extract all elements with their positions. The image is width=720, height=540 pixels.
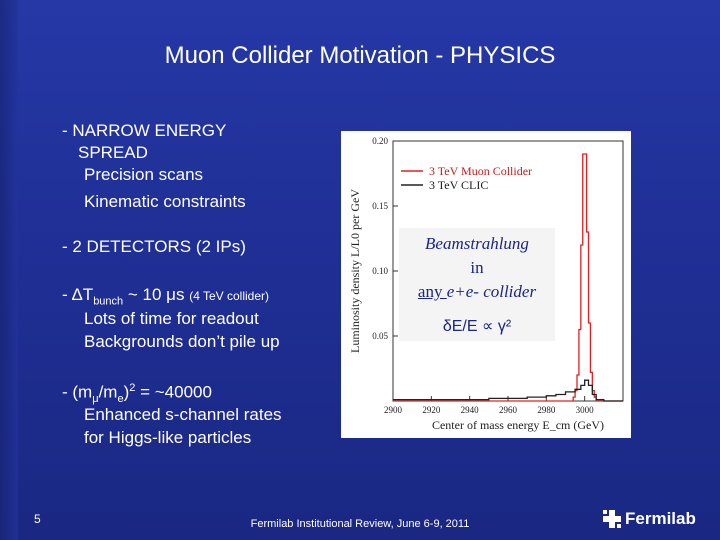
sub-bullet-higgs: for Higgs-like particles — [84, 428, 252, 447]
fermilab-logo-text: Fermilab — [625, 509, 696, 528]
x-tick-label: 2900 — [384, 405, 403, 415]
y-axis-label: Luminosity density L/L0 per GeV — [348, 189, 362, 353]
series-line-1 — [393, 379, 623, 402]
ratio-sub-e: e — [117, 393, 124, 406]
x-tick-label: 2960 — [499, 405, 518, 415]
y-tick-label: 0.15 — [372, 201, 388, 211]
annotation-line2: in — [470, 258, 484, 277]
sub-bullet-readout: Lots of time for readout — [84, 309, 259, 328]
annotation-any: any — [417, 282, 447, 301]
x-tick-label: 2980 — [537, 405, 556, 415]
series-line-0 — [393, 153, 623, 402]
annotation-collider: e+e- collider — [446, 282, 537, 301]
ratio-close: ) — [123, 382, 130, 402]
ratio-sub-mu: μ — [92, 393, 99, 406]
ratio-sup: 2 — [129, 382, 136, 394]
bunch-prefix: - ΔT — [62, 285, 94, 304]
ratio-suffix: = ~40000 — [135, 382, 212, 402]
annotation-line1: Beamstrahlung — [425, 234, 529, 253]
y-tick-label: 0.20 — [372, 136, 388, 146]
bullet-mass-ratio: - (mμ/me)2 = ~40000 — [62, 377, 212, 410]
bullet-bunch-spacing: - ΔTbunch ~ 10 μs (4 TeV collider) — [62, 284, 269, 312]
sub-bullet-backgrounds: Backgrounds don’t pile up — [84, 332, 280, 351]
beamstrahlung-annotation: Beamstrahlung in any e+e- collider δE/E … — [399, 228, 555, 341]
bunch-main: ~ 10 μs — [123, 285, 190, 304]
sub-bullet-precision: Precision scans — [84, 165, 204, 184]
slide-title: Muon Collider Motivation - PHYSICS — [164, 42, 556, 69]
x-tick-label: 2920 — [422, 405, 441, 415]
ratio-prefix: - (m — [62, 382, 93, 402]
legend-label-1: 3 TeV CLIC — [429, 178, 488, 192]
bullet-narrow-energy: - NARROW ENERGY — [62, 121, 227, 140]
page-number: 5 — [34, 512, 41, 526]
left-decorative-strip — [0, 0, 18, 540]
legend-label-0: 3 TeV Muon Collider — [429, 164, 532, 178]
x-tick-label: 3000 — [576, 405, 595, 415]
x-tick-label: 2940 — [461, 405, 480, 415]
y-tick-label: 0.05 — [372, 331, 388, 341]
bunch-note: (4 TeV collider) — [189, 289, 270, 303]
sub-bullet-kinematic: Kinematic constraints — [84, 192, 246, 211]
annotation-formula: δE/E ∝ γ² — [442, 318, 512, 335]
fermilab-mark-icon — [603, 510, 621, 528]
footer-text: Fermilab Institutional Review, June 6-9,… — [250, 518, 470, 530]
fermilab-logo: Fermilab — [603, 508, 696, 530]
bunch-subscript: bunch — [93, 295, 124, 308]
bullet-detectors: - 2 DETECTORS (2 IPs) — [62, 237, 246, 256]
ratio-mid: /m — [98, 382, 118, 402]
x-axis-label: Center of mass energy E_cm (GeV) — [432, 418, 604, 432]
y-tick-label: 0.10 — [372, 266, 388, 276]
annotation-line3: any e+e- collider — [399, 282, 555, 302]
sub-bullet-enhanced: Enhanced s-channel rates — [84, 405, 282, 424]
bullet-narrow-energy-cont: SPREAD — [78, 143, 148, 162]
luminosity-chart-svg: 0.05 0.10 0.15 0.20 2900 2920 2940 2960 2980 3000… — [348, 136, 624, 432]
